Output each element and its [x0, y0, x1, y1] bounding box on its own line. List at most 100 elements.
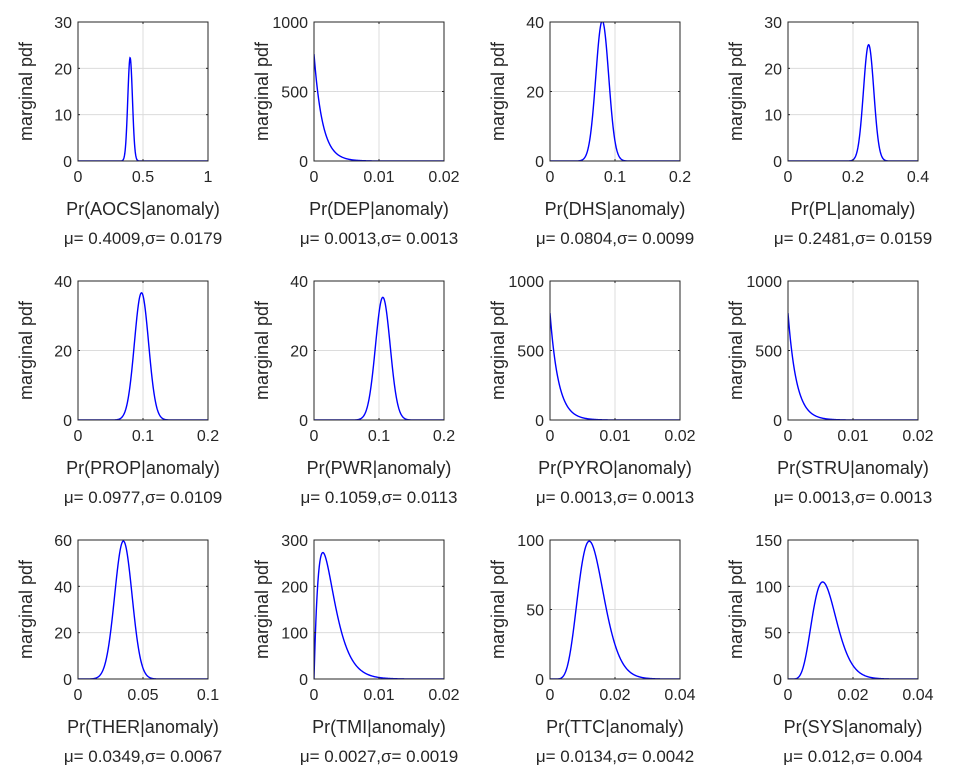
stats-label: μ= 0.012,σ= 0.004: [783, 747, 922, 766]
y-tick-label: 0: [773, 672, 782, 689]
x-tick-label: 0: [784, 428, 793, 445]
stats-label: μ= 0.0013,σ= 0.0013: [774, 488, 932, 507]
subplot-9: 0 0.05 0.1 0 20 40 60 marginal pdf Pr(THER|anoma…: [16, 533, 222, 766]
stats-label: μ= 0.0977,σ= 0.0109: [64, 488, 222, 507]
x-tick-label: 0: [310, 687, 319, 704]
stats-label: μ= 0.0804,σ= 0.0099: [536, 229, 694, 248]
y-tick-label: 300: [281, 533, 308, 550]
stats-label: μ= 0.1059,σ= 0.0113: [300, 488, 457, 507]
y-axis-label: marginal pdf: [488, 41, 508, 141]
y-tick-label: 50: [764, 626, 782, 643]
x-tick-label: 0: [310, 169, 319, 186]
y-tick-label: 20: [54, 626, 72, 643]
stats-label: μ= 0.0013,σ= 0.0013: [300, 229, 458, 248]
stats-label: μ= 0.0134,σ= 0.0042: [536, 747, 694, 766]
subplot-11: 0 0.02 0.04 0 50 100 marginal pdf Pr(TTC|anomal…: [488, 533, 696, 766]
subplot-3: 0 0.1 0.2 0 20 40 marginal pdf Pr(DHS|anomaly) μ…: [488, 15, 694, 248]
x-tick-label: 0: [784, 687, 793, 704]
y-axis-label: marginal pdf: [252, 300, 272, 400]
x-tick-label: 0: [310, 428, 319, 445]
y-axis-label: marginal pdf: [16, 41, 36, 141]
y-tick-label: 0: [63, 672, 72, 689]
y-tick-label: 30: [764, 15, 782, 32]
y-tick-label: 20: [290, 344, 308, 361]
x-tick-label: 0.1: [368, 428, 390, 445]
y-tick-label: 0: [535, 672, 544, 689]
y-tick-label: 1000: [746, 274, 782, 291]
y-tick-label: 100: [755, 579, 782, 596]
y-tick-label: 0: [299, 413, 308, 430]
x-tick-label: 0.01: [363, 169, 394, 186]
x-tick-label: 0.02: [902, 428, 933, 445]
y-tick-label: 10: [764, 108, 782, 125]
y-axis-label: marginal pdf: [16, 559, 36, 659]
x-tick-label: 0: [546, 169, 555, 186]
x-axis-label: Pr(SYS|anomaly): [784, 717, 923, 737]
y-axis-label: marginal pdf: [726, 300, 746, 400]
stats-label: μ= 0.0013,σ= 0.0013: [536, 488, 694, 507]
y-tick-label: 0: [535, 154, 544, 171]
x-tick-label: 0.02: [428, 687, 459, 704]
x-tick-label: 0: [74, 428, 83, 445]
x-axis-label: Pr(PL|anomaly): [791, 199, 916, 219]
y-tick-label: 0: [535, 413, 544, 430]
x-axis-label: Pr(TTC|anomaly): [546, 717, 684, 737]
y-tick-label: 1000: [508, 274, 544, 291]
y-tick-label: 0: [63, 413, 72, 430]
y-axis-label: marginal pdf: [726, 559, 746, 659]
y-tick-label: 500: [517, 344, 544, 361]
x-tick-label: 0.01: [837, 428, 868, 445]
x-tick-label: 0: [74, 687, 83, 704]
x-tick-label: 0.1: [197, 687, 219, 704]
y-axis-label: marginal pdf: [488, 559, 508, 659]
x-tick-label: 0.02: [428, 169, 459, 186]
x-tick-label: 0.02: [664, 428, 695, 445]
pdf-curve: [78, 292, 208, 420]
x-tick-label: 0.2: [433, 428, 455, 445]
y-tick-label: 500: [755, 344, 782, 361]
x-tick-label: 0.1: [132, 428, 154, 445]
stats-label: μ= 0.2481,σ= 0.0159: [774, 229, 932, 248]
y-tick-label: 20: [526, 85, 544, 102]
x-tick-label: 0.01: [599, 428, 630, 445]
y-tick-label: 50: [526, 603, 544, 620]
y-tick-label: 20: [54, 61, 72, 78]
y-tick-label: 0: [299, 154, 308, 171]
y-tick-label: 20: [764, 61, 782, 78]
y-tick-label: 40: [526, 15, 544, 32]
y-tick-label: 40: [54, 579, 72, 596]
subplot-4: 0 0.2 0.4 0 10 20 30 marginal pdf Pr(PL|anomaly)…: [726, 15, 932, 248]
y-tick-label: 60: [54, 533, 72, 550]
y-tick-label: 0: [299, 672, 308, 689]
x-axis-label: Pr(DHS|anomaly): [545, 199, 686, 219]
x-axis-label: Pr(PROP|anomaly): [66, 458, 220, 478]
y-tick-label: 500: [281, 85, 308, 102]
x-tick-label: 0.01: [363, 687, 394, 704]
y-axis-label: marginal pdf: [252, 41, 272, 141]
y-axis-label: marginal pdf: [726, 41, 746, 141]
x-tick-label: 0.2: [669, 169, 691, 186]
x-axis-label: Pr(PWR|anomaly): [307, 458, 452, 478]
x-axis-label: Pr(TMI|anomaly): [312, 717, 446, 737]
y-tick-label: 150: [755, 533, 782, 550]
y-tick-label: 40: [290, 274, 308, 291]
stats-label: μ= 0.0349,σ= 0.0067: [64, 747, 222, 766]
x-tick-label: 0: [546, 428, 555, 445]
subplot-12: 0 0.02 0.04 0 50 100 150 marginal pdf Pr(SYS|ano…: [726, 533, 934, 766]
x-axis-label: Pr(STRU|anomaly): [777, 458, 929, 478]
pdf-curve: [314, 296, 444, 420]
x-tick-label: 1: [204, 169, 213, 186]
stats-label: μ= 0.4009,σ= 0.0179: [64, 229, 222, 248]
x-axis-label: Pr(THER|anomaly): [67, 717, 219, 737]
subplot-5: 0 0.1 0.2 0 20 40 marginal pdf Pr(PROP|anomaly)…: [16, 274, 222, 507]
y-tick-label: 1000: [272, 15, 308, 32]
x-tick-label: 0.02: [837, 687, 868, 704]
x-tick-label: 0.04: [664, 687, 695, 704]
y-axis-label: marginal pdf: [16, 300, 36, 400]
x-tick-label: 0.1: [604, 169, 626, 186]
x-axis-label: Pr(PYRO|anomaly): [538, 458, 692, 478]
